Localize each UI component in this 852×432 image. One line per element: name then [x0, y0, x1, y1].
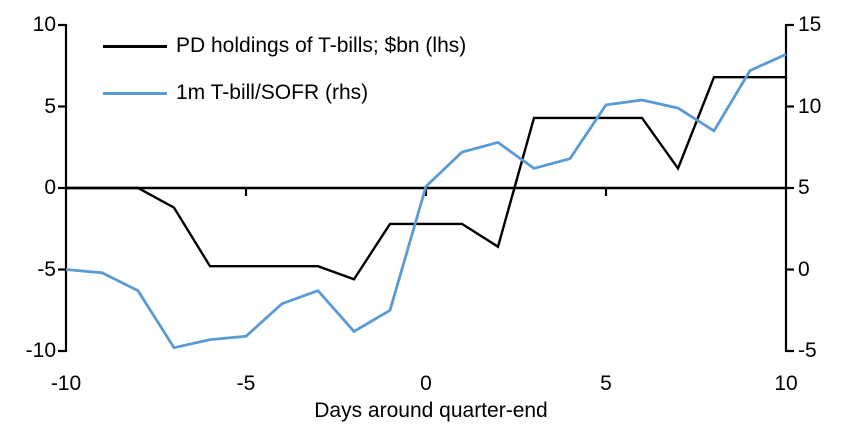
right-axis-tick-label: 5 — [798, 176, 810, 199]
x-axis-tick-label: 10 — [774, 372, 798, 395]
right-axis-tick-label: 10 — [798, 94, 822, 118]
pd-holdings-line — [66, 75, 786, 281]
legend-line-sample-black — [103, 44, 167, 48]
legend-item-pd-holdings: PD holdings of T-bills; $bn (lhs) — [103, 34, 466, 58]
legend-label-pd-holdings: PD holdings of T-bills; $bn (lhs) — [176, 34, 467, 57]
x-axis-tick-label: -5 — [236, 372, 256, 395]
left-axis-tick-label: 5 — [44, 94, 56, 118]
right-axis-tick-label: -5 — [798, 339, 817, 362]
x-axis-tick-label: 5 — [600, 372, 612, 395]
left-axis-tick-label: 10 — [32, 13, 56, 36]
x-axis-tick-label: 0 — [420, 372, 432, 395]
right-axis-tick-label: 15 — [798, 13, 822, 36]
right-axis-tick-label: 0 — [798, 257, 810, 281]
legend-item-tbill-sofr: 1m T-bill/SOFR (rhs) — [103, 81, 368, 105]
left-axis-tick-label: -5 — [37, 257, 56, 281]
legend-label-tbill-sofr: 1m T-bill/SOFR (rhs) — [176, 81, 369, 104]
legend-line-sample-blue — [103, 91, 167, 95]
x-axis-tick-label: -10 — [50, 372, 82, 395]
tbill-sofr-line — [65, 53, 787, 350]
left-axis-tick-label: -10 — [25, 339, 56, 362]
left-axis-tick-label: 0 — [44, 176, 56, 199]
x-axis-title: Days around quarter-end — [314, 399, 548, 422]
